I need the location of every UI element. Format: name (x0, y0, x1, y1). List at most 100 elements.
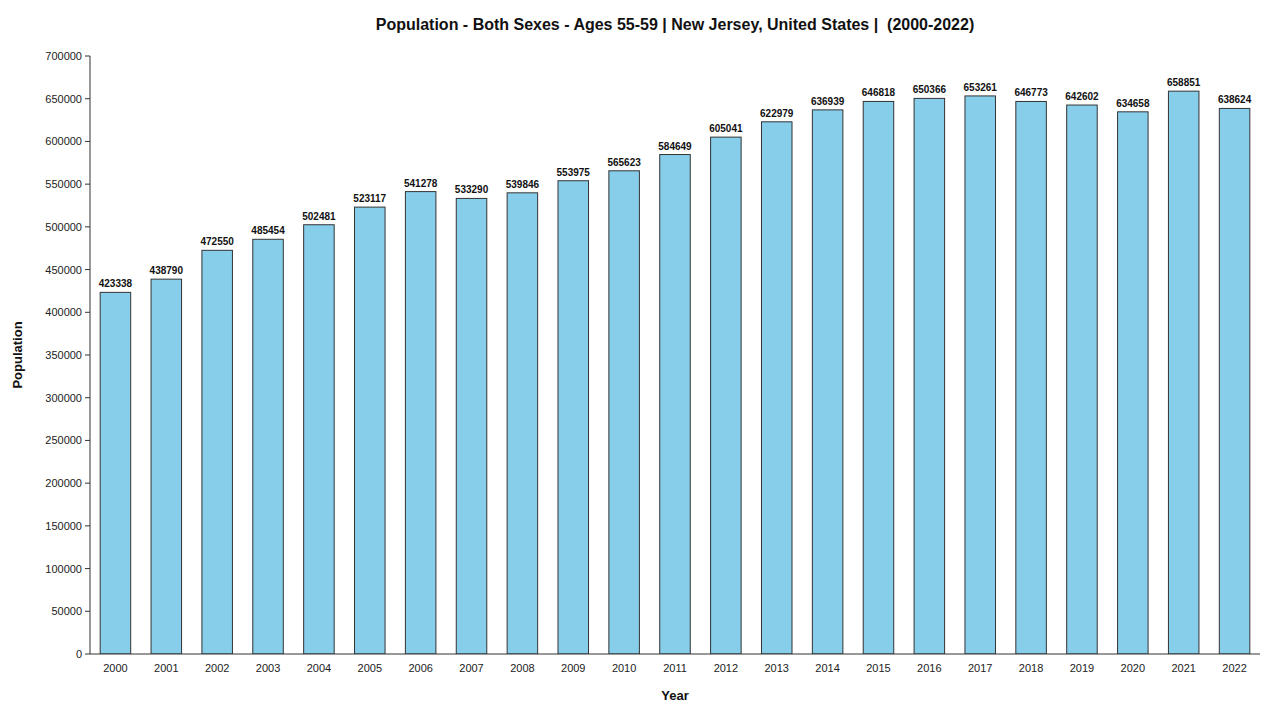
tick-mark (85, 226, 90, 227)
tick-label: 250000 (45, 434, 82, 446)
y-axis: 0500001000001500002000002500003000003500… (45, 50, 90, 660)
y-axis-label: Population (10, 321, 25, 388)
tick-mark (85, 98, 90, 99)
bar (1016, 101, 1047, 654)
tick-mark (85, 525, 90, 526)
data-label: 438790 (150, 265, 184, 276)
title: Population - Both Sexes - Ages 55-59 | N… (376, 16, 975, 33)
data-label: 533290 (455, 184, 489, 195)
data-label: 565623 (607, 157, 641, 168)
tick-mark (85, 654, 90, 655)
bar (609, 171, 640, 654)
tick-label: 2014 (815, 662, 839, 674)
tick-label: 2008 (510, 662, 534, 674)
tick-label: 2002 (205, 662, 229, 674)
bar (914, 98, 945, 654)
bar (151, 279, 182, 654)
bar (660, 155, 691, 654)
tick-label: 2020 (1121, 662, 1145, 674)
tick-mark (85, 440, 90, 441)
data-label: 638624 (1218, 94, 1252, 105)
tick-label: 2013 (764, 662, 788, 674)
tick-label: 2005 (358, 662, 382, 674)
tick-label: 2015 (866, 662, 890, 674)
tick-label: 150000 (45, 520, 82, 532)
tick-label: 600000 (45, 135, 82, 147)
tick-label: 2000 (103, 662, 127, 674)
tick-mark (85, 355, 90, 356)
tick-mark (85, 141, 90, 142)
data-label: 541278 (404, 178, 438, 189)
data-label: 622979 (760, 108, 794, 119)
bar (711, 137, 742, 654)
bar (558, 181, 589, 654)
bar (812, 110, 843, 654)
tick-label: 2009 (561, 662, 585, 674)
tick-mark (85, 269, 90, 270)
tick-label: 700000 (45, 50, 82, 62)
tick-label: 350000 (45, 349, 82, 361)
tick-label: 2022 (1222, 662, 1246, 674)
data-label: 605041 (709, 123, 743, 134)
tick-label: 500000 (45, 221, 82, 233)
tick-mark (85, 312, 90, 313)
data-label: 650366 (913, 84, 947, 95)
data-label: 539846 (506, 179, 540, 190)
bar (1118, 112, 1149, 654)
data-labels: 4233384387904725504854545024815231175412… (99, 77, 1252, 289)
bar (1168, 91, 1199, 654)
tick-label: 2007 (459, 662, 483, 674)
tick-mark (85, 611, 90, 612)
tick-label: 2001 (154, 662, 178, 674)
tick-label: 50000 (51, 605, 82, 617)
x-axis-line (90, 654, 1260, 655)
data-label: 553975 (557, 167, 591, 178)
data-label: 646773 (1014, 87, 1048, 98)
tick-label: 450000 (45, 264, 82, 276)
tick-label: 2010 (612, 662, 636, 674)
bar (405, 192, 436, 654)
data-label: 423338 (99, 278, 133, 289)
data-label: 523117 (353, 193, 386, 204)
bar (253, 239, 284, 654)
y-axis-line (90, 56, 91, 654)
bar (761, 122, 792, 654)
tick-label: 200000 (45, 477, 82, 489)
x-axis-label: Year (661, 688, 688, 703)
data-label: 653261 (964, 82, 998, 93)
tick-label: 2004 (307, 662, 331, 674)
tick-mark (85, 56, 90, 57)
chart: 0500001000001500002000002500003000003500… (0, 0, 1280, 720)
data-label: 485454 (251, 225, 285, 236)
tick-label: 2017 (968, 662, 992, 674)
bar (456, 198, 487, 654)
tick-label: 2011 (663, 662, 687, 674)
x-axis: 2000200120022003200420052006200720082009… (103, 662, 1247, 674)
data-label: 636939 (811, 96, 845, 107)
bar (863, 101, 894, 654)
bar (965, 96, 996, 654)
data-label: 642602 (1065, 91, 1099, 102)
tick-label: 2018 (1019, 662, 1043, 674)
tick-label: 300000 (45, 392, 82, 404)
tick-label: 550000 (45, 178, 82, 190)
bar (355, 207, 386, 654)
tick-label: 2016 (917, 662, 941, 674)
bar (100, 292, 131, 654)
tick-mark (85, 184, 90, 185)
tick-mark (85, 397, 90, 398)
bar (1067, 105, 1098, 654)
bar (1219, 108, 1250, 654)
tick-label: 2012 (714, 662, 738, 674)
bar (507, 193, 538, 654)
tick-label: 100000 (45, 563, 82, 575)
data-label: 658851 (1167, 77, 1201, 88)
data-label: 502481 (302, 211, 336, 222)
tick-label: 2019 (1070, 662, 1094, 674)
bar (202, 250, 233, 654)
bars (100, 91, 1250, 654)
data-label: 634658 (1116, 98, 1150, 109)
tick-label: 2006 (408, 662, 432, 674)
tick-label: 2021 (1171, 662, 1195, 674)
tick-mark (85, 568, 90, 569)
